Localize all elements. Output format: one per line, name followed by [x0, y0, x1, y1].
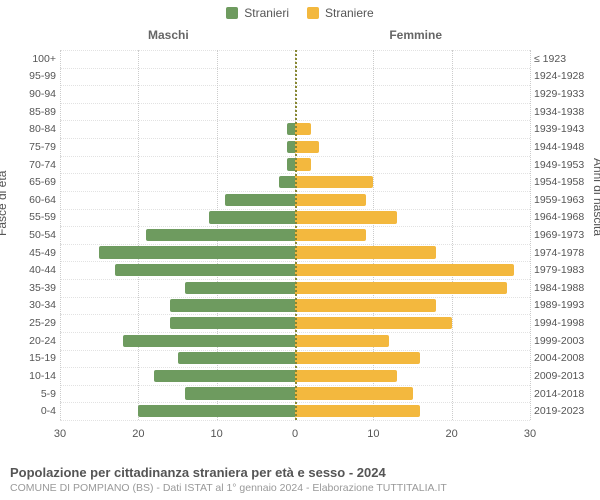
- chart-container: Stranieri Straniere Maschi Femmine Fasce…: [0, 0, 600, 500]
- age-label: 80-84: [14, 123, 56, 135]
- x-tick-label: 30: [54, 428, 66, 440]
- column-title-male: Maschi: [148, 28, 189, 42]
- age-label: 90-94: [14, 88, 56, 100]
- birth-year-label: 1959-1963: [534, 194, 588, 206]
- x-tick-label: 20: [446, 428, 458, 440]
- legend-label-male: Stranieri: [244, 6, 289, 20]
- age-label: 20-24: [14, 335, 56, 347]
- age-label: 25-29: [14, 317, 56, 329]
- birth-year-label: 1984-1988: [534, 282, 588, 294]
- chart-source: COMUNE DI POMPIANO (BS) - Dati ISTAT al …: [10, 482, 590, 494]
- birth-year-label: 1954-1958: [534, 176, 588, 188]
- birth-year-label: 1944-1948: [534, 141, 588, 153]
- y-axis-label-left: Fasce di età: [0, 171, 9, 236]
- chart: Maschi Femmine Fasce di età Anni di nasc…: [8, 26, 592, 446]
- age-label: 30-34: [14, 299, 56, 311]
- age-label: 70-74: [14, 159, 56, 171]
- birth-year-label: 1999-2003: [534, 335, 588, 347]
- age-label: 55-59: [14, 211, 56, 223]
- birth-year-label: 2019-2023: [534, 405, 588, 417]
- birth-year-label: 1939-1943: [534, 123, 588, 135]
- legend-item-male: Stranieri: [226, 6, 289, 20]
- x-axis-ticks: 0101020203030: [60, 50, 530, 420]
- birth-year-label: 1969-1973: [534, 229, 588, 241]
- age-label: 0-4: [14, 405, 56, 417]
- birth-year-label: 1989-1993: [534, 299, 588, 311]
- column-title-female: Femmine: [389, 28, 442, 42]
- age-label: 5-9: [14, 388, 56, 400]
- birth-year-label: 2009-2013: [534, 370, 588, 382]
- birth-year-label: ≤ 1923: [534, 53, 588, 65]
- birth-year-label: 2014-2018: [534, 388, 588, 400]
- legend-swatch-male: [226, 7, 238, 19]
- age-label: 15-19: [14, 352, 56, 364]
- age-label: 65-69: [14, 176, 56, 188]
- y-axis-label-right: Anni di nascita: [591, 158, 600, 236]
- age-label: 40-44: [14, 264, 56, 276]
- age-label: 100+: [14, 53, 56, 65]
- x-tick-label: 10: [367, 428, 379, 440]
- chart-title: Popolazione per cittadinanza straniera p…: [10, 465, 590, 480]
- birth-year-label: 1974-1978: [534, 247, 588, 259]
- birth-year-label: 1924-1928: [534, 70, 588, 82]
- birth-year-label: 1964-1968: [534, 211, 588, 223]
- age-label: 75-79: [14, 141, 56, 153]
- x-tick-label: 30: [524, 428, 536, 440]
- age-label: 10-14: [14, 370, 56, 382]
- age-label: 85-89: [14, 106, 56, 118]
- age-label: 60-64: [14, 194, 56, 206]
- age-label: 35-39: [14, 282, 56, 294]
- birth-year-label: 1929-1933: [534, 88, 588, 100]
- x-tick-label: 20: [132, 428, 144, 440]
- plot-area: 100+≤ 192395-991924-192890-941929-193385…: [60, 50, 530, 420]
- footer: Popolazione per cittadinanza straniera p…: [10, 465, 590, 494]
- birth-year-label: 1934-1938: [534, 106, 588, 118]
- age-label: 50-54: [14, 229, 56, 241]
- legend-swatch-female: [307, 7, 319, 19]
- x-tick-label: 0: [292, 428, 298, 440]
- age-label: 95-99: [14, 70, 56, 82]
- legend-label-female: Straniere: [325, 6, 374, 20]
- gridline-v: [530, 50, 531, 420]
- legend-item-female: Straniere: [307, 6, 374, 20]
- birth-year-label: 1994-1998: [534, 317, 588, 329]
- age-label: 45-49: [14, 247, 56, 259]
- gridline-h: [60, 420, 530, 421]
- birth-year-label: 1949-1953: [534, 159, 588, 171]
- x-tick-label: 10: [211, 428, 223, 440]
- legend: Stranieri Straniere: [0, 0, 600, 26]
- birth-year-label: 2004-2008: [534, 352, 588, 364]
- birth-year-label: 1979-1983: [534, 264, 588, 276]
